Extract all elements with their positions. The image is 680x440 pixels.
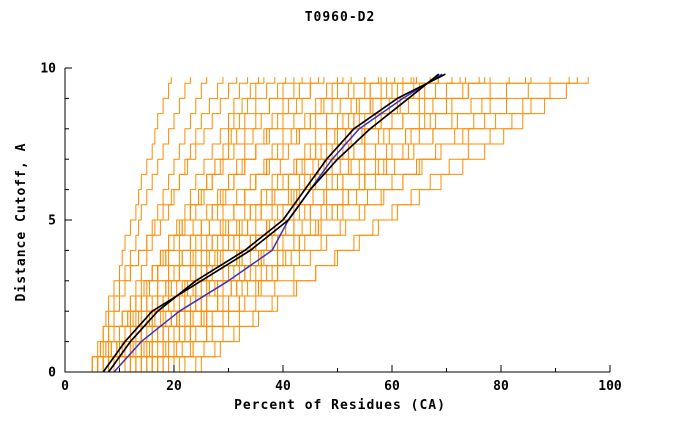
svg-text:0: 0: [61, 379, 69, 394]
series-model: [97, 77, 295, 372]
series-model: [151, 77, 532, 372]
series-model: [129, 77, 379, 372]
series-model: [135, 77, 467, 372]
series-model: [102, 77, 325, 372]
series-best-1: [107, 73, 446, 373]
series-model: [173, 77, 461, 372]
series-model: [140, 77, 366, 372]
series-model: [195, 77, 570, 372]
series-model: [97, 77, 191, 372]
series-model: [108, 77, 366, 372]
series-model: [119, 77, 287, 372]
series-model: [162, 77, 578, 372]
axes: [64, 67, 611, 373]
series-model: [108, 77, 249, 372]
svg-text:5: 5: [48, 214, 56, 229]
svg-text:100: 100: [598, 379, 622, 394]
chart-title: T0960-D2: [304, 10, 376, 25]
series-model: [184, 77, 526, 372]
series-model: [113, 77, 352, 372]
series-model: [97, 77, 238, 372]
series-model: [173, 77, 551, 372]
tick-labels: 0 20 40 60 80 100 0 5 10: [40, 62, 622, 395]
series-model: [113, 77, 415, 372]
series-model: [124, 77, 404, 372]
svg-text:40: 40: [275, 379, 291, 394]
series-lines: [91, 73, 589, 373]
series-model: [162, 77, 439, 372]
svg-text:10: 10: [40, 62, 56, 77]
series-model: [151, 77, 396, 372]
series-model: [178, 77, 486, 372]
svg-text:20: 20: [166, 379, 182, 394]
svg-text:80: 80: [493, 379, 509, 394]
series-model: [168, 77, 510, 372]
series-model: [157, 77, 417, 372]
series-model: [102, 77, 276, 372]
svg-text:60: 60: [384, 379, 400, 394]
series-model: [146, 77, 491, 372]
series-model: [200, 77, 589, 372]
series-model: [124, 77, 303, 372]
svg-text:0: 0: [48, 366, 56, 381]
series-best-2: [102, 73, 440, 373]
series-model: [91, 77, 172, 372]
x-axis-label: Percent of Residues (CA): [234, 398, 446, 413]
series-model: [91, 77, 208, 372]
